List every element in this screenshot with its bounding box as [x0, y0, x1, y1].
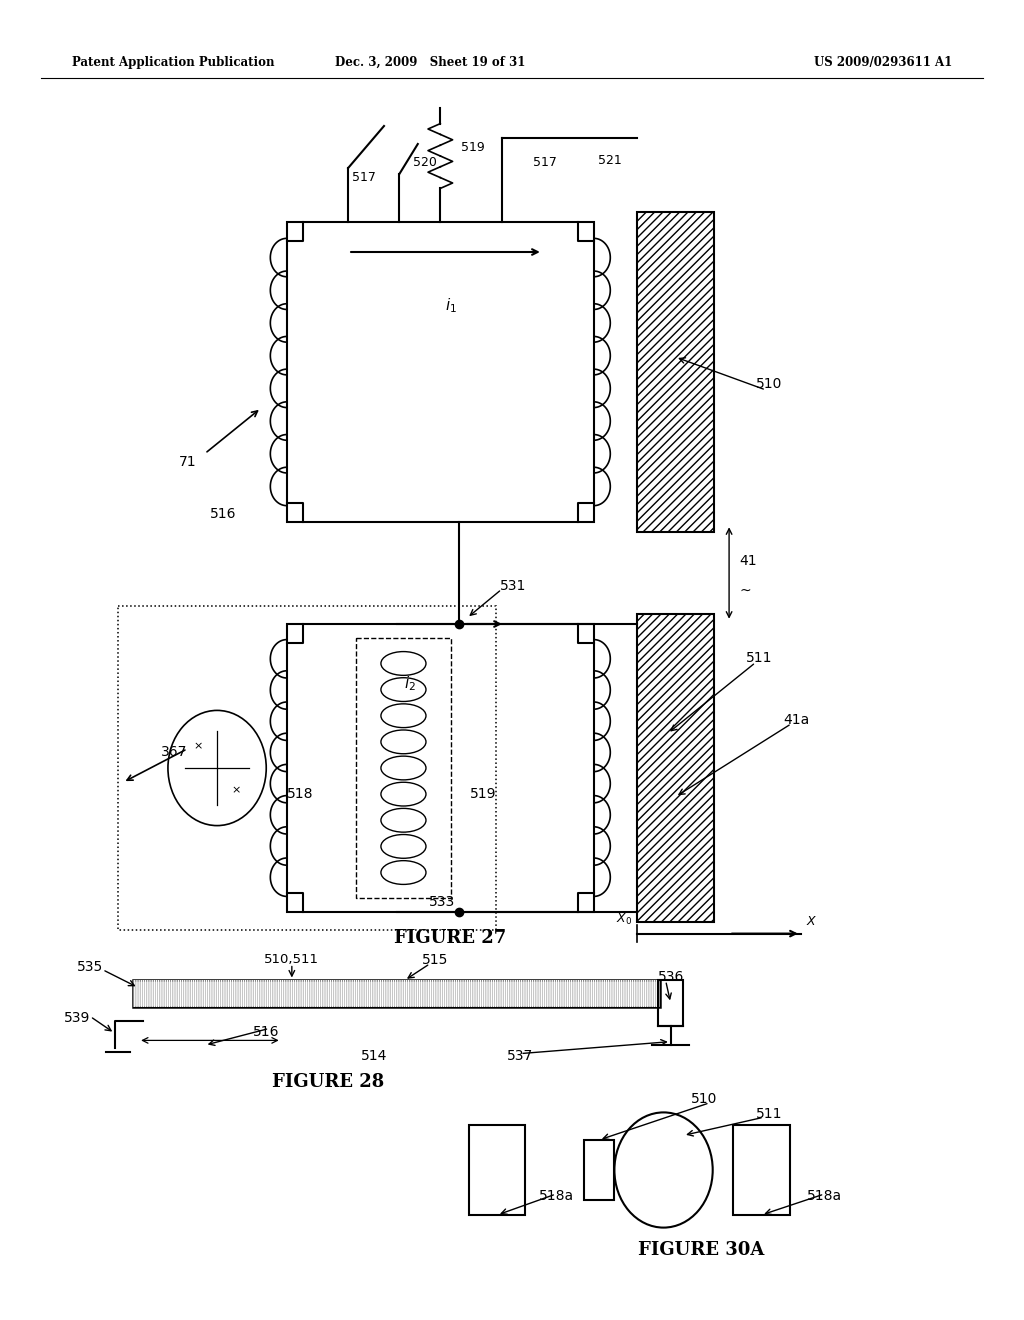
Text: FIGURE 30A: FIGURE 30A	[638, 1241, 765, 1259]
Bar	[118, 606, 496, 931]
Text: 515: 515	[422, 953, 449, 968]
Text: 535: 535	[77, 960, 103, 974]
Text: 520: 520	[413, 156, 437, 169]
Text: ×: ×	[231, 785, 241, 795]
Text: Patent Application Publication: Patent Application Publication	[72, 55, 274, 69]
Text: 514: 514	[360, 1049, 387, 1063]
Text: 518: 518	[287, 788, 313, 801]
Text: 511: 511	[745, 651, 772, 664]
Bar	[637, 614, 714, 921]
Text: FIGURE 27: FIGURE 27	[394, 929, 507, 948]
Text: 517: 517	[351, 172, 376, 183]
Text: $X_0$: $X_0$	[615, 912, 632, 927]
Bar	[733, 1125, 790, 1214]
Text: 537: 537	[507, 1049, 534, 1063]
Bar	[133, 981, 660, 1007]
Text: $X$: $X$	[806, 915, 817, 928]
Text: 521: 521	[598, 154, 623, 168]
Bar	[287, 222, 594, 521]
Text: US 2009/0293611 A1: US 2009/0293611 A1	[814, 55, 952, 69]
Text: 367: 367	[161, 746, 187, 759]
Text: 71: 71	[178, 455, 197, 469]
Text: ×: ×	[194, 741, 203, 751]
Text: 518a: 518a	[539, 1189, 573, 1204]
Text: FIGURE 28: FIGURE 28	[271, 1073, 384, 1092]
Text: $i_1$: $i_1$	[444, 297, 457, 315]
Text: 536: 536	[657, 970, 684, 983]
Bar	[637, 213, 714, 532]
Bar	[584, 1140, 614, 1200]
Text: 519: 519	[470, 788, 497, 801]
Text: ~: ~	[739, 583, 751, 598]
Bar	[287, 624, 594, 912]
Text: 516: 516	[253, 1026, 280, 1039]
Text: $i_2$: $i_2$	[403, 675, 416, 693]
Text: 41: 41	[739, 554, 757, 568]
Text: 518a: 518a	[807, 1189, 842, 1204]
Text: 510,511: 510,511	[264, 953, 319, 966]
Text: 511: 511	[756, 1106, 782, 1121]
Text: 539: 539	[63, 1011, 90, 1024]
Bar	[133, 981, 660, 1007]
Text: 533: 533	[429, 895, 456, 909]
Text: 517: 517	[532, 156, 557, 169]
Text: 41a: 41a	[783, 713, 810, 727]
Text: 531: 531	[500, 578, 526, 593]
Text: 510: 510	[691, 1092, 718, 1106]
Bar	[469, 1125, 525, 1214]
Bar	[356, 639, 451, 898]
Bar	[658, 981, 683, 1026]
Text: Dec. 3, 2009   Sheet 19 of 31: Dec. 3, 2009 Sheet 19 of 31	[335, 55, 525, 69]
Text: 519: 519	[461, 141, 485, 154]
Text: 516: 516	[210, 507, 237, 520]
Text: 510: 510	[756, 378, 782, 391]
